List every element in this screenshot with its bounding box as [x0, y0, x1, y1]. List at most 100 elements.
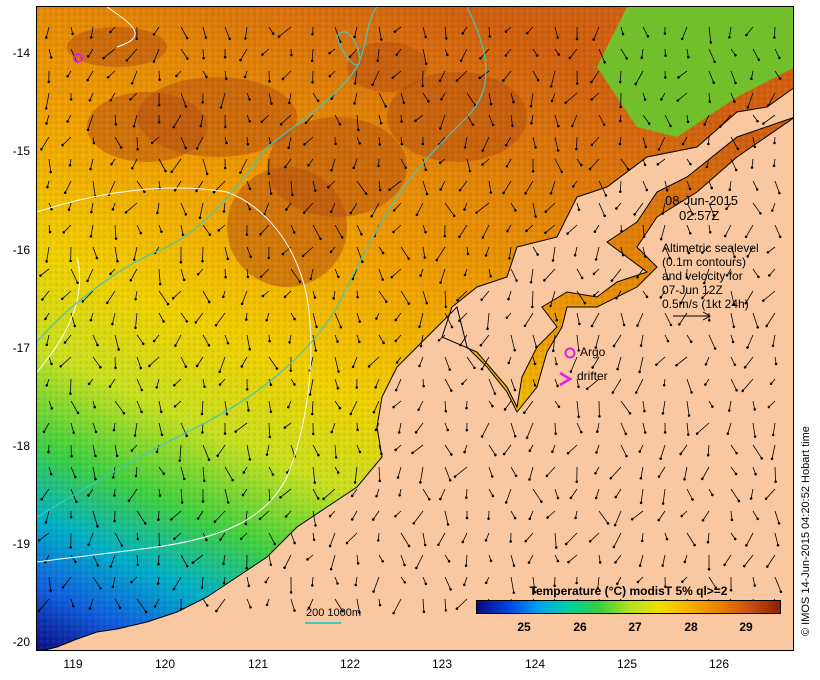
velocity-arrow — [92, 356, 102, 369]
velocity-arrow — [664, 312, 673, 327]
velocity-arrow — [180, 48, 189, 60]
velocity-arrow — [268, 554, 273, 566]
velocity-arrow — [659, 224, 666, 241]
y-axis-label: -19 — [12, 537, 30, 551]
velocity-arrow — [444, 466, 452, 482]
velocity-arrow — [45, 114, 50, 125]
velocity-arrow — [240, 290, 248, 306]
velocity-arrow — [378, 466, 382, 483]
velocity-arrow — [752, 576, 756, 587]
velocity-arrow — [639, 488, 644, 505]
velocity-arrow — [239, 158, 248, 174]
velocity-arrow — [679, 290, 688, 305]
velocity-arrow — [774, 224, 782, 239]
velocity-arrow — [45, 26, 50, 39]
velocity-arrow — [283, 554, 292, 569]
velocity-arrow — [202, 444, 211, 461]
velocity-arrow — [638, 356, 644, 374]
x-axis-label: 126 — [708, 657, 730, 671]
velocity-arrow — [392, 400, 402, 409]
velocity-arrow — [640, 532, 644, 543]
velocity-arrow — [771, 334, 776, 348]
velocity-arrow — [219, 532, 226, 541]
velocity-arrow — [765, 312, 776, 328]
velocity-arrow — [767, 400, 776, 409]
velocity-arrow — [664, 114, 672, 128]
velocity-arrow — [114, 136, 123, 149]
velocity-arrow — [202, 158, 209, 176]
velocity-arrow — [400, 136, 404, 146]
velocity-arrow — [48, 356, 53, 366]
velocity-arrow — [45, 246, 50, 263]
velocity-arrow — [48, 48, 53, 59]
velocity-arrow — [114, 598, 122, 610]
velocity-arrow — [377, 532, 380, 542]
velocity-arrow — [660, 92, 666, 101]
velocity-arrow — [701, 466, 710, 481]
velocity-arrow — [262, 202, 270, 216]
velocity-arrow — [505, 158, 512, 168]
velocity-arrow — [744, 290, 754, 305]
velocity-arrow — [730, 70, 737, 85]
velocity-arrow — [87, 378, 94, 386]
velocity-arrow — [466, 246, 470, 256]
velocity-arrow — [528, 466, 534, 481]
velocity-arrow — [762, 290, 776, 302]
velocity-arrow — [725, 268, 732, 277]
velocity-arrow — [134, 466, 138, 478]
velocity-arrow — [661, 554, 666, 567]
velocity-arrow — [259, 268, 270, 279]
velocity-arrow — [749, 488, 754, 500]
velocity-arrow — [507, 290, 512, 301]
velocity-arrow — [352, 158, 358, 170]
velocity-arrow — [676, 92, 688, 102]
velocity-arrow — [591, 356, 600, 369]
velocity-arrow — [750, 158, 754, 169]
velocity-arrow — [504, 48, 512, 57]
velocity-arrow — [414, 422, 424, 434]
velocity-arrow — [224, 334, 230, 345]
velocity-arrow — [415, 202, 424, 217]
velocity-arrow — [510, 268, 518, 282]
velocity-arrow — [156, 576, 160, 585]
velocity-arrow — [356, 334, 361, 344]
velocity-arrow — [400, 576, 407, 584]
velocity-arrow — [46, 180, 50, 189]
velocity-arrow — [152, 334, 160, 343]
velocity-arrow — [284, 510, 292, 518]
velocity-arrow — [106, 290, 116, 305]
velocity-arrow — [334, 268, 340, 279]
velocity-arrow — [202, 290, 211, 304]
velocity-arrow — [173, 180, 182, 192]
velocity-arrow — [530, 114, 534, 125]
velocity-arrow — [752, 180, 759, 191]
velocity-arrow — [114, 246, 119, 263]
velocity-arrow — [679, 444, 688, 456]
velocity-arrow — [180, 224, 185, 237]
velocity-arrow — [378, 554, 384, 563]
velocity-arrow — [444, 400, 448, 413]
velocity-arrow — [246, 114, 251, 123]
velocity-arrow — [394, 378, 402, 392]
velocity-arrow — [488, 92, 493, 106]
velocity-arrow — [290, 598, 296, 612]
velocity-arrow — [620, 422, 628, 436]
velocity-arrow — [241, 488, 248, 497]
velocity-arrow — [459, 334, 468, 347]
velocity-arrow — [195, 136, 204, 150]
velocity-arrow — [529, 92, 534, 108]
velocity-arrow — [444, 444, 453, 456]
velocity-arrow — [283, 422, 292, 429]
velocity-arrow — [510, 576, 516, 594]
velocity-arrow — [488, 26, 491, 38]
velocity-arrow — [752, 466, 757, 476]
velocity-arrow — [455, 70, 468, 82]
velocity-arrow — [554, 48, 561, 56]
velocity-arrow — [590, 312, 600, 328]
velocity-arrow — [686, 400, 691, 417]
velocity-arrow — [590, 92, 600, 101]
velocity-arrow — [375, 312, 380, 320]
velocity-arrow — [422, 598, 426, 614]
velocity-arrow — [92, 136, 96, 145]
velocity-arrow — [356, 136, 361, 145]
